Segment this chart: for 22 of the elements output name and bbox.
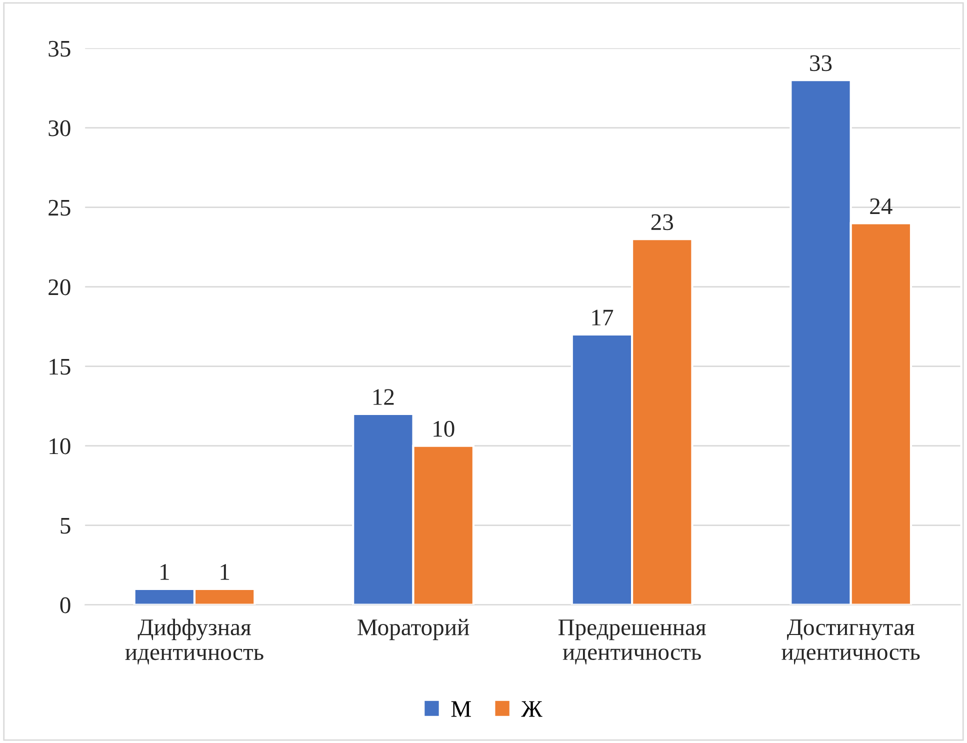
x-tick-label: Достигнутая идентичность [782,620,920,664]
y-tick-label: 20 [48,279,70,296]
data-label: 1 [160,564,169,580]
data-label: 24 [870,198,892,214]
y-tick-label: 35 [48,40,70,57]
y-tick-label: 0 [60,597,70,614]
data-label: 17 [592,310,614,326]
data-label: 10 [434,420,454,437]
data-label: 12 [373,389,394,405]
y-tick-label: 5 [60,518,70,534]
legend-label: М [451,701,471,717]
data-label: 1 [220,564,230,580]
x-tick-label: Мораторий [358,618,470,640]
legend-label: Ж [521,701,542,717]
y-tick-label: 30 [48,120,70,136]
y-tick-label: 25 [48,200,70,216]
x-tick-label: Предрешенная идентичность [558,620,706,664]
data-label: 33 [810,55,832,72]
data-label: 23 [651,214,674,230]
y-tick-label: 10 [50,438,70,454]
y-tick-label: 15 [50,358,70,375]
x-tick-label: Диффузная идентичность [125,618,264,664]
